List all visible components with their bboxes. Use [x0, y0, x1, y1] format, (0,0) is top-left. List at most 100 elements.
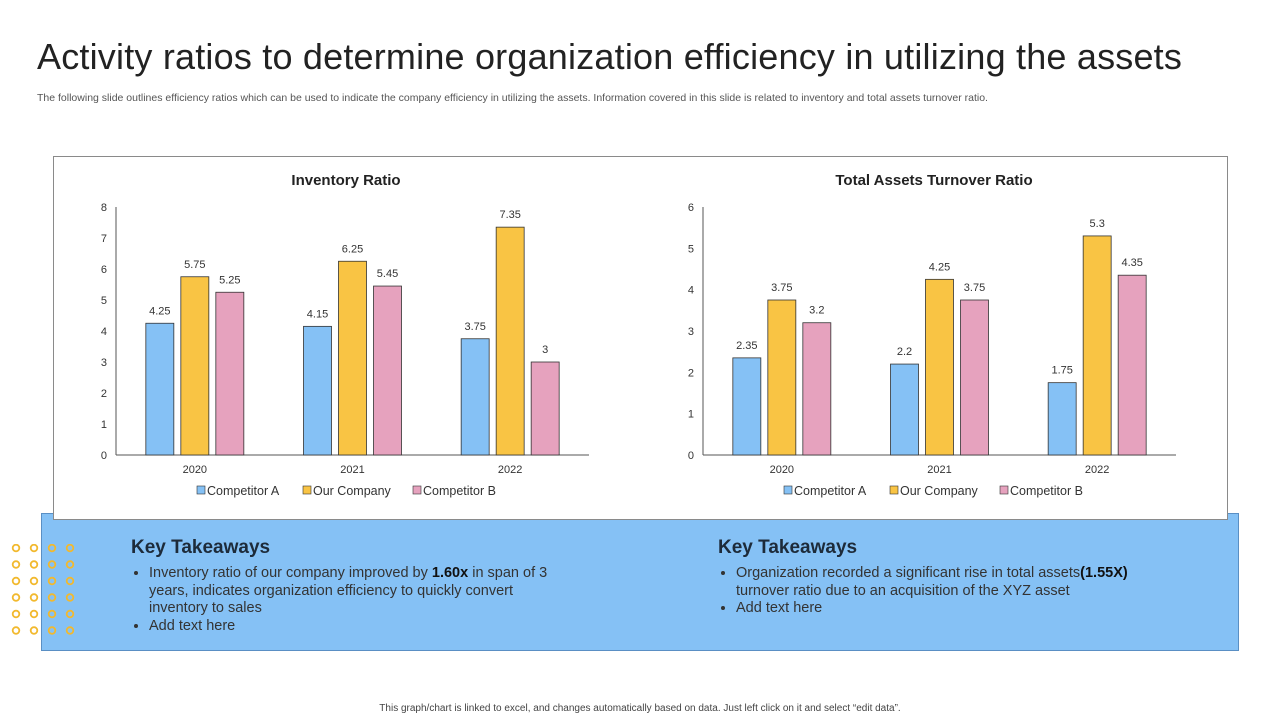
- y-tick-label: 3: [688, 326, 694, 338]
- data-label: 7.35: [499, 209, 520, 221]
- data-label: 4.25: [929, 261, 950, 273]
- dot-icon: [29, 609, 39, 619]
- data-label: 6.25: [342, 243, 363, 255]
- key-takeaways-heading: Key Takeaways: [718, 537, 858, 558]
- charts-panel[interactable]: Inventory Ratio 0 1 2 3 4 5 6 7 8 2020 4.25 5.75 5.25…: [53, 156, 1228, 520]
- key-takeaways-heading: Key Takeaways: [131, 537, 271, 558]
- dot-icon: [29, 593, 39, 602]
- dot-icon: [11, 626, 21, 635]
- y-tick-label: 5: [688, 243, 694, 255]
- data-label: 5.45: [377, 268, 398, 280]
- data-label: 3.75: [464, 321, 485, 333]
- dot-icon: [65, 544, 75, 553]
- data-label: 5.3: [1090, 218, 1105, 230]
- bar-our-company[interactable]: [925, 278, 954, 456]
- data-label: 5.25: [219, 274, 240, 286]
- dot-icon: [29, 560, 39, 569]
- dot-icon: [11, 593, 21, 602]
- key-takeaways-left: Key Takeaways Inventory ratio of our com…: [131, 537, 571, 635]
- data-label: 4.25: [149, 305, 170, 317]
- dot-icon: [47, 544, 57, 553]
- y-tick-label: 3: [101, 357, 107, 369]
- data-label: 3.75: [771, 282, 792, 294]
- y-tick-label: 0: [101, 450, 107, 462]
- key-takeaways-right: Key Takeaways Organization recorded a si…: [718, 537, 1158, 618]
- y-tick-label: 8: [101, 202, 107, 214]
- takeaway-bullet: Add text here: [736, 600, 1158, 618]
- dot-icon: [11, 576, 21, 586]
- y-tick-label: 5: [101, 295, 107, 307]
- data-label: 4.35: [1121, 257, 1142, 269]
- y-tick-label: 6: [688, 202, 694, 214]
- bar-competitor-a[interactable]: [303, 325, 332, 456]
- bar-competitor-a[interactable]: [460, 338, 490, 456]
- legend-label: Competitor A: [207, 484, 280, 498]
- bar-our-company[interactable]: [180, 276, 210, 456]
- dot-icon: [47, 576, 57, 586]
- dot-icon: [11, 544, 21, 553]
- slide-title: Activity ratios to determine organizatio…: [37, 36, 1183, 77]
- bar-competitor-a[interactable]: [890, 363, 919, 456]
- dot-icon: [47, 593, 57, 602]
- data-label: 5.75: [184, 259, 205, 271]
- y-tick-label: 4: [688, 285, 694, 297]
- bar-competitor-b[interactable]: [530, 361, 560, 456]
- y-tick-label: 2: [101, 388, 107, 400]
- bar-competitor-a[interactable]: [732, 357, 762, 456]
- data-label: 4.15: [307, 308, 328, 320]
- takeaway-bullet: Add text here: [149, 618, 571, 636]
- legend-swatch: [302, 485, 312, 495]
- bar-competitor-b[interactable]: [373, 285, 402, 456]
- y-tick-label: 2: [688, 367, 694, 379]
- decorative-dots: [11, 544, 75, 635]
- x-tick-label: 2021: [927, 464, 951, 476]
- bar-our-company[interactable]: [1082, 235, 1112, 456]
- y-tick-label: 4: [101, 326, 107, 338]
- bar-competitor-b[interactable]: [802, 322, 832, 456]
- data-label: 2.2: [897, 346, 912, 358]
- takeaways-band: [41, 513, 1239, 651]
- x-tick-label: 2022: [498, 464, 522, 476]
- footer-note: This graph/chart is linked to excel, and…: [379, 703, 901, 714]
- bar-competitor-b[interactable]: [960, 299, 989, 456]
- legend-swatch: [999, 485, 1009, 495]
- x-tick-label: 2021: [340, 464, 364, 476]
- dot-icon: [29, 544, 39, 553]
- bar-our-company[interactable]: [338, 260, 367, 456]
- bar-competitor-a[interactable]: [1047, 382, 1077, 456]
- y-tick-label: 0: [688, 450, 694, 462]
- legend-swatch: [889, 485, 899, 495]
- bar-competitor-b[interactable]: [1117, 274, 1147, 456]
- x-tick-label: 2020: [183, 464, 207, 476]
- legend-label: Competitor A: [794, 484, 867, 498]
- data-label: 3: [542, 344, 548, 356]
- data-label: 3.75: [964, 282, 985, 294]
- legend-swatch: [196, 485, 206, 495]
- dot-icon: [11, 609, 21, 619]
- dot-icon: [29, 576, 39, 586]
- legend-label: Our Company: [900, 484, 979, 498]
- dot-icon: [47, 626, 57, 635]
- x-tick-label: 2022: [1085, 464, 1109, 476]
- dot-icon: [65, 609, 75, 619]
- dot-icon: [47, 560, 57, 569]
- legend-label: Our Company: [313, 484, 392, 498]
- dot-icon: [65, 560, 75, 569]
- charts-svg[interactable]: Inventory Ratio 0 1 2 3 4 5 6 7 8 2020 4.25 5.75 5.25…: [54, 157, 1227, 519]
- y-tick-label: 1: [688, 409, 694, 421]
- y-tick-label: 1: [101, 419, 107, 431]
- bar-our-company[interactable]: [767, 299, 797, 456]
- dot-icon: [65, 626, 75, 635]
- bar-competitor-b[interactable]: [215, 291, 245, 456]
- legend-swatch: [783, 485, 793, 495]
- legend-label: Competitor B: [1010, 484, 1083, 498]
- data-label: 1.75: [1051, 365, 1072, 377]
- dot-icon: [65, 593, 75, 602]
- y-tick-label: 6: [101, 264, 107, 276]
- dot-icon: [65, 576, 75, 586]
- data-label: 2.35: [736, 340, 757, 352]
- dot-icon: [47, 609, 57, 619]
- bar-competitor-a[interactable]: [145, 322, 175, 456]
- chart-title: Inventory Ratio: [291, 172, 400, 189]
- bar-our-company[interactable]: [495, 226, 525, 456]
